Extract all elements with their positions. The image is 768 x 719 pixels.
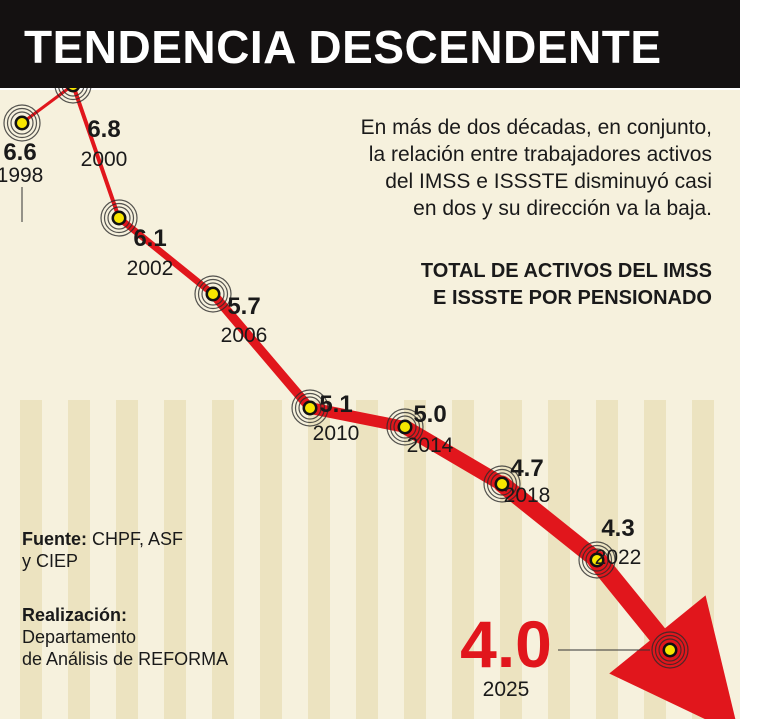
value-label: 6.8: [87, 116, 120, 143]
source-label: Fuente:: [22, 529, 87, 549]
data-point: [386, 408, 424, 446]
credit-text: Departamento: [22, 627, 137, 647]
series-segment: [493, 475, 606, 569]
credit-note: Realización: Departamento de Análisis de…: [22, 604, 282, 670]
year-label: 1998: [0, 164, 43, 187]
value-label: 6.1: [133, 225, 166, 252]
value-label: 6.6: [3, 139, 36, 166]
year-label: 2022: [595, 546, 642, 569]
trend-series: [20, 83, 736, 719]
data-point: [483, 465, 521, 503]
description: En más de dos décadas, en conjunto, la r…: [252, 114, 712, 222]
trend-arrowhead: [609, 595, 736, 719]
series-segment: [115, 214, 217, 298]
page-title: TENDENCIA DESCENDENTE: [24, 21, 662, 73]
data-point: [194, 275, 232, 313]
series-segment: [208, 289, 315, 413]
background-stripe: [116, 400, 138, 719]
subtitle-line: TOTAL DE ACTIVOS DEL IMSS: [420, 260, 712, 282]
description-line: En más de dos décadas, en conjunto,: [360, 116, 712, 139]
background-stripe: [212, 400, 234, 719]
source-text: CHPF, ASF: [92, 529, 184, 549]
description-line: la relación entre trabajadores activos: [368, 143, 712, 166]
title-bar: [0, 0, 740, 88]
series-segment: [304, 402, 411, 433]
data-point: [3, 104, 41, 142]
value-label: 4.7: [510, 455, 543, 482]
background-stripe: [20, 400, 42, 719]
background-stripe: [452, 400, 474, 719]
value-label: 5.1: [319, 391, 352, 418]
credit-label: Realización:: [22, 605, 128, 625]
background-stripe: [68, 400, 90, 719]
background-stripe: [404, 400, 426, 719]
value-label: 5.7: [227, 293, 260, 320]
source-note: Fuente: CHPF, ASF y CIEP: [22, 528, 262, 572]
year-label: 2006: [221, 324, 268, 347]
value-label-highlight: 4.0: [460, 607, 552, 681]
value-label: 4.3: [601, 515, 634, 542]
background-stripe: [260, 400, 282, 719]
description-line: del IMSS e ISSSTE disminuyó casi: [385, 170, 712, 193]
year-label: 2000: [81, 148, 128, 171]
background-stripe: [356, 400, 378, 719]
series-segment: [397, 419, 510, 492]
value-label: 5.0: [413, 401, 446, 428]
year-label: 2010: [313, 422, 360, 445]
year-label: 2002: [127, 257, 174, 280]
data-point: [578, 541, 616, 579]
background-stripe: [308, 400, 330, 719]
chart-subtitle: TOTAL DE ACTIVOS DEL IMSS E ISSSTE POR P…: [272, 258, 712, 312]
data-point: [651, 631, 689, 669]
data-point: [291, 389, 329, 427]
source-text: y CIEP: [22, 551, 79, 571]
series-segment: [71, 83, 121, 220]
background-stripe: [548, 400, 570, 719]
data-point: [100, 199, 138, 237]
year-label-highlight: 2025: [483, 678, 530, 701]
year-label: 2018: [504, 484, 551, 507]
credit-text: de Análisis de REFORMA: [22, 649, 229, 669]
year-label: 2014: [407, 434, 454, 457]
background-stripe: [164, 400, 186, 719]
subtitle-line: E ISSSTE POR PENSIONADO: [433, 287, 712, 309]
description-line: en dos y su dirección va la baja.: [413, 197, 712, 220]
background-stripes: [20, 400, 714, 719]
